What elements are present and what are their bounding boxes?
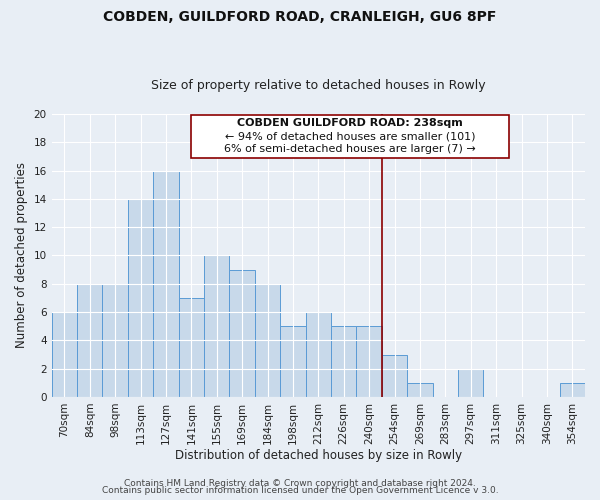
Bar <box>204 256 229 397</box>
Bar <box>179 298 204 397</box>
Bar <box>153 170 179 397</box>
Bar <box>356 326 382 397</box>
Bar <box>280 326 305 397</box>
Bar <box>560 383 585 397</box>
X-axis label: Distribution of detached houses by size in Rowly: Distribution of detached houses by size … <box>175 450 462 462</box>
Bar <box>229 270 255 397</box>
Y-axis label: Number of detached properties: Number of detached properties <box>15 162 28 348</box>
Bar <box>103 284 128 397</box>
Bar <box>52 312 77 397</box>
Text: 6% of semi-detached houses are larger (7) →: 6% of semi-detached houses are larger (7… <box>224 144 476 154</box>
Bar <box>407 383 433 397</box>
Bar <box>128 199 153 397</box>
Text: Contains HM Land Registry data © Crown copyright and database right 2024.: Contains HM Land Registry data © Crown c… <box>124 478 476 488</box>
Title: Size of property relative to detached houses in Rowly: Size of property relative to detached ho… <box>151 79 485 92</box>
Bar <box>382 354 407 397</box>
Bar <box>255 284 280 397</box>
Text: ← 94% of detached houses are smaller (101): ← 94% of detached houses are smaller (10… <box>225 132 475 141</box>
Text: Contains public sector information licensed under the Open Government Licence v : Contains public sector information licen… <box>101 486 499 495</box>
Bar <box>305 312 331 397</box>
FancyBboxPatch shape <box>191 114 509 158</box>
Bar <box>331 326 356 397</box>
Text: COBDEN, GUILDFORD ROAD, CRANLEIGH, GU6 8PF: COBDEN, GUILDFORD ROAD, CRANLEIGH, GU6 8… <box>103 10 497 24</box>
Bar <box>458 368 484 397</box>
Text: COBDEN GUILDFORD ROAD: 238sqm: COBDEN GUILDFORD ROAD: 238sqm <box>237 118 463 128</box>
Bar <box>77 284 103 397</box>
